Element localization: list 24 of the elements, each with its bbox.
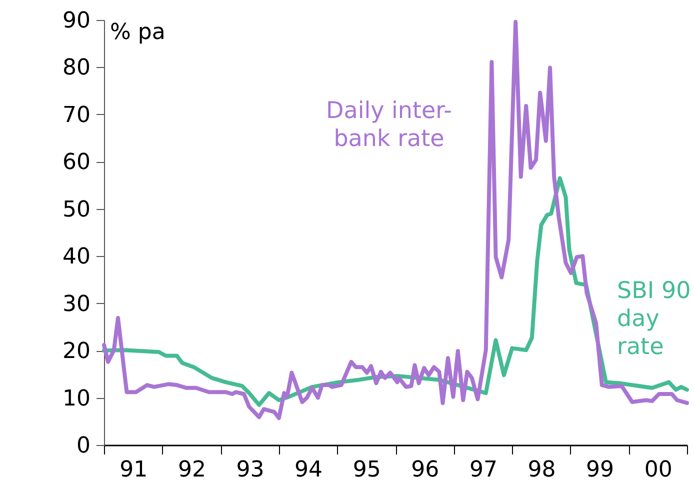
x-tick-label: 94 [294, 458, 323, 482]
x-tick-label: 98 [528, 458, 556, 482]
x-tick-label: 92 [178, 458, 206, 482]
y-tick-label: 90 [62, 8, 90, 34]
x-tick-label: 93 [236, 458, 264, 482]
series-label: SBI 90 day rate [617, 278, 691, 360]
x-tick-label: 91 [120, 458, 148, 482]
y-tick-label: 40 [62, 244, 90, 270]
y-tick-label: 20 [62, 339, 90, 364]
y-tick-label: 30 [62, 292, 90, 317]
y-tick-label: 80 [62, 56, 90, 81]
y-tick-label: 60 [62, 150, 90, 176]
y-tick-label: 10 [62, 386, 90, 412]
x-tick-label: 00 [644, 458, 672, 482]
x-tick-label: 95 [352, 458, 381, 482]
x-tick-label: 96 [411, 458, 440, 482]
x-tick-label: 97 [469, 458, 498, 482]
series-label: Daily inter-bank rate [326, 98, 452, 152]
line-series [102, 20, 689, 420]
y-tick-label: 0 [76, 434, 90, 458]
y-tick-label: 70 [62, 102, 90, 128]
x-tick-label: 99 [586, 458, 614, 482]
y-axis-title: % pa [110, 20, 166, 45]
y-tick-label: 50 [62, 197, 90, 222]
